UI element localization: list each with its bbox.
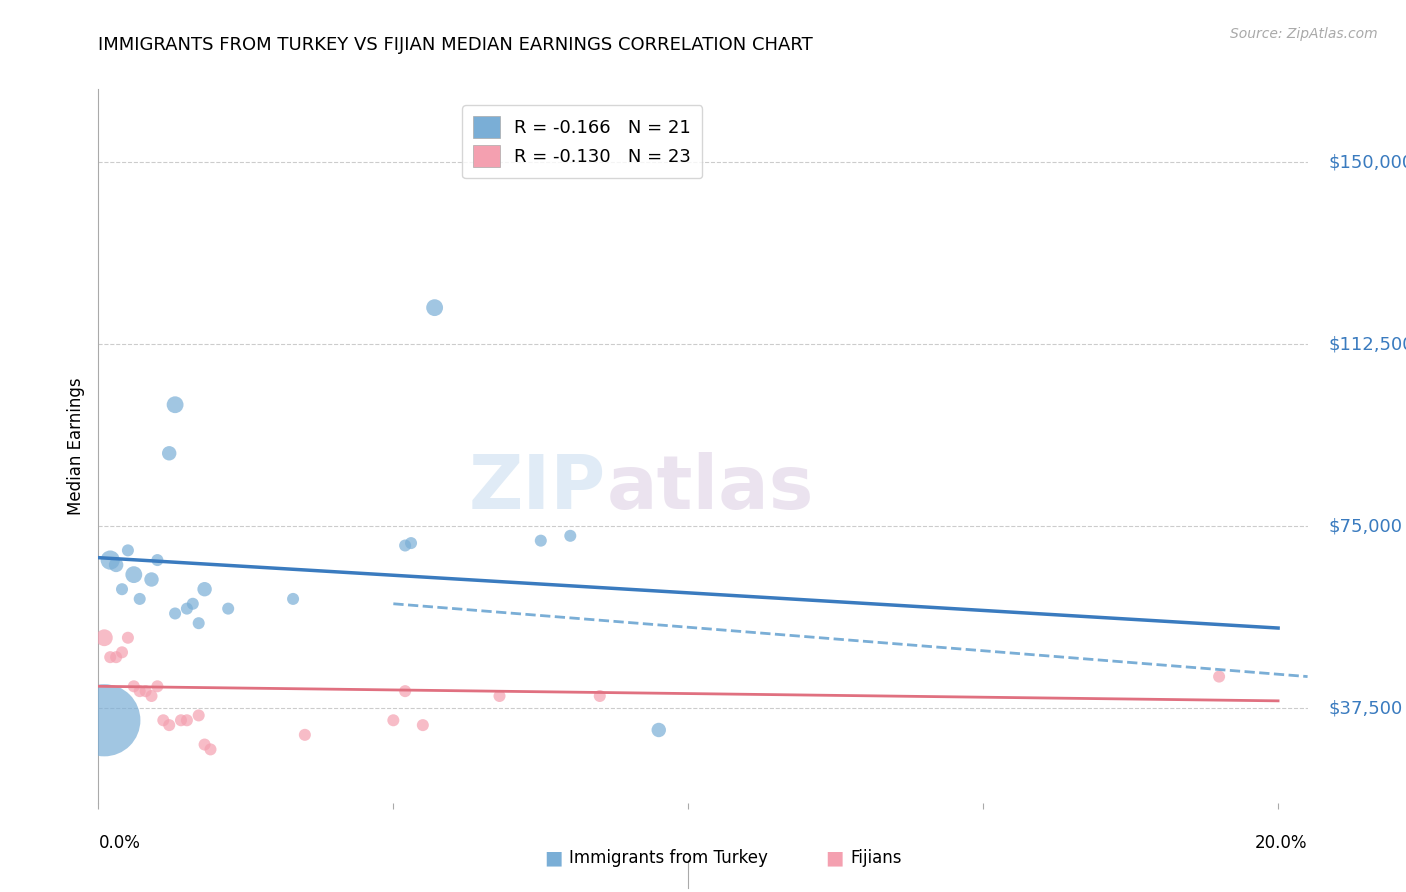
Point [146,553,169,567]
Point [200,742,222,756]
Point [187,708,209,723]
Point [399,536,422,550]
Point [176,713,198,727]
Point [170,713,193,727]
Point [294,728,316,742]
Text: atlas: atlas [606,452,814,525]
Text: Fijians: Fijians [851,849,903,867]
Point [152,713,174,727]
Text: Source: ZipAtlas.com: Source: ZipAtlas.com [1230,27,1378,41]
Text: ZIP: ZIP [470,452,606,525]
Point [194,738,217,752]
Point [394,539,416,553]
Point [157,718,180,732]
Text: 0.0%: 0.0% [98,834,141,852]
Point [488,689,510,703]
Point [589,689,612,703]
Text: $112,500: $112,500 [1329,335,1406,353]
Point [128,684,150,698]
Point [105,558,128,572]
Text: ■: ■ [544,848,562,868]
Text: 20.0%: 20.0% [1256,834,1308,852]
Point [141,689,163,703]
Point [382,713,405,727]
Point [128,591,150,606]
Point [648,723,671,737]
Point [93,631,115,645]
Text: $37,500: $37,500 [1329,699,1403,717]
Point [165,607,187,621]
Point [217,601,239,615]
Text: $150,000: $150,000 [1329,153,1406,171]
Point [165,398,187,412]
Legend: R = -0.166   N = 21, R = -0.130   N = 23: R = -0.166 N = 21, R = -0.130 N = 23 [463,105,702,178]
Point [181,597,204,611]
Point [141,573,163,587]
Point [93,713,115,727]
Point [423,301,446,315]
Point [412,718,434,732]
Text: $75,000: $75,000 [1329,517,1403,535]
Point [146,679,169,693]
Point [560,529,582,543]
Point [176,601,198,615]
Y-axis label: Median Earnings: Median Earnings [66,377,84,515]
Point [105,650,128,665]
Point [122,567,145,582]
Text: IMMIGRANTS FROM TURKEY VS FIJIAN MEDIAN EARNINGS CORRELATION CHART: IMMIGRANTS FROM TURKEY VS FIJIAN MEDIAN … [98,36,813,54]
Point [117,631,139,645]
Point [187,616,209,631]
Point [1208,670,1230,684]
Point [111,645,134,659]
Point [98,650,121,665]
Point [122,679,145,693]
Point [117,543,139,558]
Text: Immigrants from Turkey: Immigrants from Turkey [569,849,768,867]
Point [157,446,180,460]
Point [194,582,217,597]
Point [530,533,553,548]
Point [281,591,304,606]
Point [135,684,157,698]
Point [394,684,416,698]
Text: ■: ■ [825,848,844,868]
Point [98,553,121,567]
Point [111,582,134,597]
